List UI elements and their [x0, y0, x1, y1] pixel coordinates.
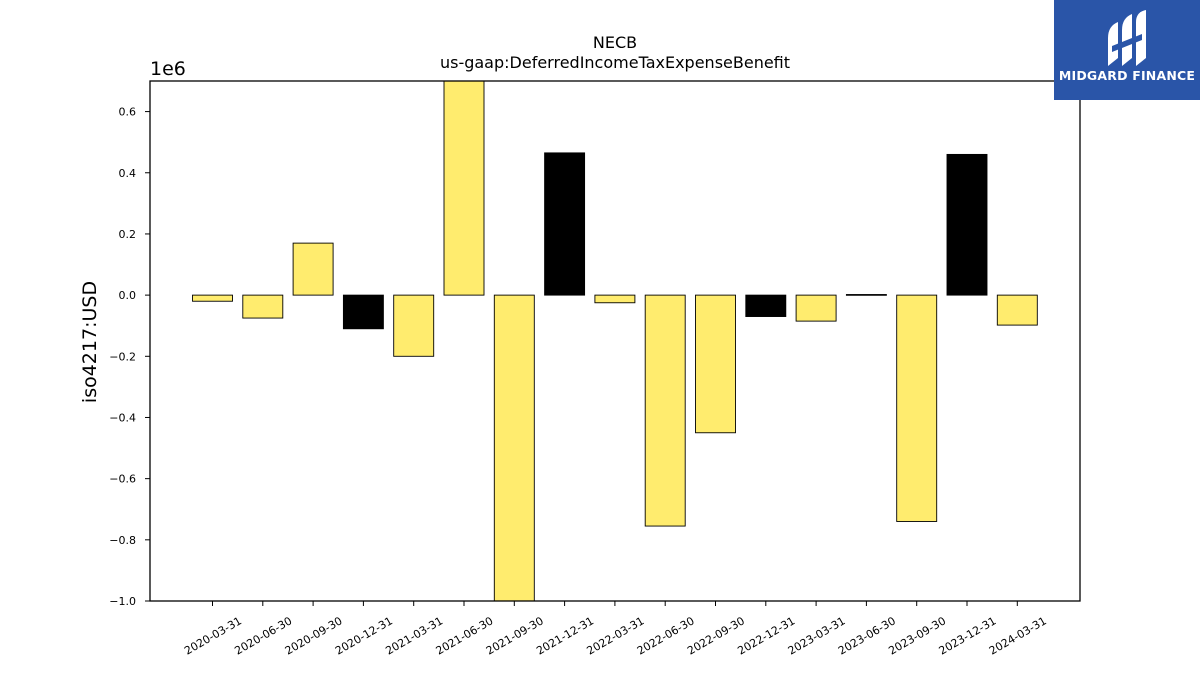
plot-frame [149, 80, 1081, 602]
bar-2022-06-30 [644, 294, 686, 527]
y-tick-label: −0.4 [109, 411, 136, 424]
bar-2022-12-31 [745, 294, 787, 317]
y-axis-label: iso4217:USD [79, 281, 101, 403]
brand-logo: MIDGARD FINANCE [1054, 0, 1200, 100]
bar-2023-06-30 [845, 294, 887, 296]
bar-2020-03-31 [192, 294, 233, 302]
bar-2020-12-31 [342, 294, 384, 330]
chart-subtitle: us-gaap:DeferredIncomeTaxExpenseBenefit [440, 53, 790, 72]
y-tick-label: −0.8 [109, 534, 136, 547]
y-tick-label: 0.4 [119, 167, 137, 180]
bar-2021-06-30 [443, 80, 485, 296]
bars-group [192, 80, 1038, 602]
y-tick-label: −1.0 [109, 595, 136, 608]
bar-2024-03-31 [996, 294, 1038, 326]
x-axis: 2020-03-312020-06-302020-09-302020-12-31… [182, 601, 1049, 658]
bar-2023-03-31 [795, 294, 837, 322]
bar-2023-12-31 [946, 153, 988, 296]
y-tick-label: 0.0 [119, 289, 137, 302]
y-tick-label: 0.2 [119, 228, 137, 241]
midgard-logo-icon [1108, 10, 1146, 66]
bar-2021-03-31 [393, 294, 435, 357]
bar-2021-12-31 [544, 152, 586, 296]
y-tick-label: 0.6 [119, 106, 137, 119]
bar-2023-09-30 [896, 294, 938, 522]
y-axis-multiplier: 1e6 [150, 58, 186, 80]
bar-2020-06-30 [242, 294, 284, 319]
bar-2022-03-31 [594, 294, 636, 304]
y-axis: −1.0 −0.8 −0.6 −0.4 −0.2 0.0 0.2 0.4 0.6 [109, 106, 150, 608]
y-tick-label: −0.6 [109, 473, 136, 486]
x-tick-label: 2024-03-31 [987, 614, 1049, 657]
bar-2020-09-30 [292, 242, 334, 296]
y-tick-label: −0.2 [109, 350, 136, 363]
bar-2022-09-30 [695, 294, 736, 434]
bar-2021-09-30 [493, 294, 535, 602]
brand-name: MIDGARD FINANCE [1058, 68, 1196, 83]
chart-title: NECB [593, 33, 637, 52]
